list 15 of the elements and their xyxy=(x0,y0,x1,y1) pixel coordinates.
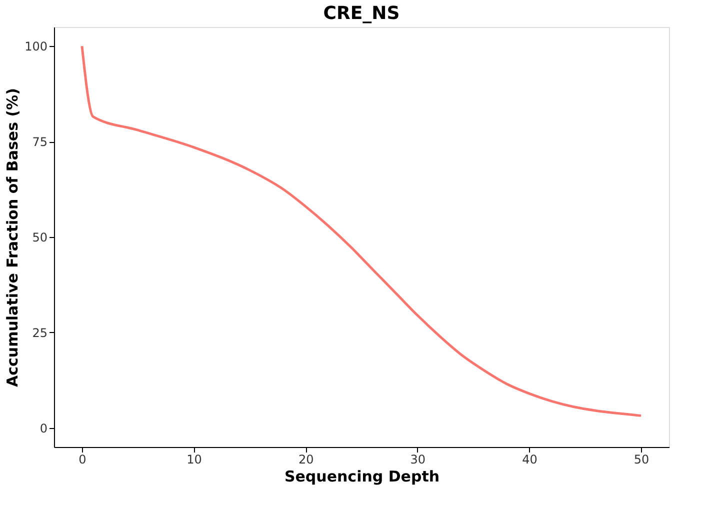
y-tick-label: 75 xyxy=(32,135,48,150)
line-series xyxy=(80,44,642,417)
x-tick-label: 20 xyxy=(298,452,314,466)
x-tick-label: 40 xyxy=(522,452,538,466)
chart-title: CRE_NS xyxy=(323,3,400,24)
y-tick-label: 50 xyxy=(32,230,48,244)
y-axis-title: Accumulative Fraction of Bases (%) xyxy=(4,88,22,387)
y-tick-label: 100 xyxy=(24,40,48,54)
x-tick-label: 0 xyxy=(78,452,86,466)
x-tick-label: 30 xyxy=(410,452,426,466)
y-tick-label: 25 xyxy=(32,326,48,340)
x-tick-label: 10 xyxy=(186,452,202,466)
y-tick-label: 0 xyxy=(40,421,48,436)
x-tick-label: 50 xyxy=(634,452,650,466)
x-axis-title: Sequencing Depth xyxy=(284,468,440,486)
